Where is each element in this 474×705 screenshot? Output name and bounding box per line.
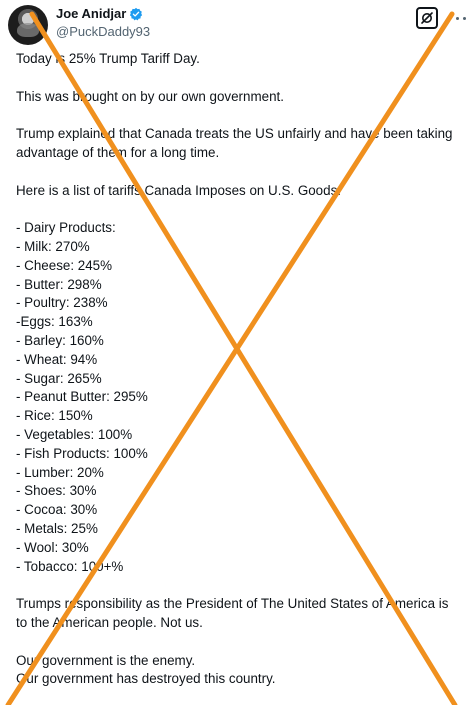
tariff-list-item: - Fish Products: 100%: [16, 445, 148, 461]
tariff-list-item: -Eggs: 163%: [16, 314, 93, 330]
tariff-list-item: - Cheese: 245%: [16, 257, 113, 273]
tariff-list-item: - Poultry: 238%: [16, 295, 108, 311]
tariff-list-item: - Butter: 298%: [16, 276, 102, 292]
tariff-list-item: - Sugar: 265%: [16, 370, 102, 386]
tariff-list-item: - Peanut Butter: 295%: [16, 389, 148, 405]
post-paragraph: Our government is the enemy. Our governm…: [16, 652, 456, 690]
tariff-list-item: - Wheat: 94%: [16, 351, 98, 367]
post-line: Our government has destroyed this countr…: [16, 671, 276, 687]
tariff-list-item: - Shoes: 30%: [16, 483, 97, 499]
author-name-row: Joe Anidjar: [56, 6, 143, 21]
author-display-name[interactable]: Joe Anidjar: [56, 6, 127, 21]
post-paragraph: Here is a list of tariffs Canada Imposes…: [16, 182, 341, 198]
tariff-list-item: - Cocoa: 30%: [16, 502, 98, 518]
grok-icon: [421, 12, 433, 24]
tariff-list-item: - Wool: 30%: [16, 539, 89, 555]
tariff-list-item: - Dairy Products:: [16, 220, 116, 236]
post-paragraph: Today is 25% Trump Tariff Day.: [16, 51, 200, 66]
more-options-icon: [463, 16, 466, 20]
tariff-list-item: - Rice: 150%: [16, 408, 93, 424]
post-text: Today is 25% Trump Tariff Day. This was …: [16, 50, 456, 689]
more-options-icon: [448, 16, 451, 20]
post-paragraph: This was brought on by our own governmen…: [16, 88, 284, 104]
more-options-icon: [455, 16, 459, 20]
tariff-list-item: - Milk: 270%: [16, 238, 90, 254]
tariff-list-item: - Vegetables: 100%: [16, 426, 133, 442]
verified-badge-icon: [130, 7, 143, 20]
avatar[interactable]: [8, 5, 48, 45]
tariff-list-item: - Tobacco: 100+%: [16, 558, 124, 574]
post-header: Joe Anidjar @PuckDaddy93: [0, 0, 474, 50]
tariff-list-item: - Metals: 25%: [16, 520, 98, 536]
tariff-list-item: - Lumber: 20%: [16, 464, 104, 480]
tariff-list: - Dairy Products: - Milk: 270% - Cheese:…: [16, 219, 456, 576]
post-paragraph: Trumps responsibility as the President o…: [16, 596, 449, 630]
author-handle[interactable]: @PuckDaddy93: [56, 24, 151, 39]
grok-button[interactable]: [416, 7, 438, 29]
post-line: Our government is the enemy.: [16, 652, 196, 668]
post-paragraph: Trump explained that Canada treats the U…: [16, 126, 453, 160]
more-options-button[interactable]: [446, 10, 468, 26]
avatar-image: [17, 23, 39, 37]
tariff-list-item: - Barley: 160%: [16, 332, 104, 348]
